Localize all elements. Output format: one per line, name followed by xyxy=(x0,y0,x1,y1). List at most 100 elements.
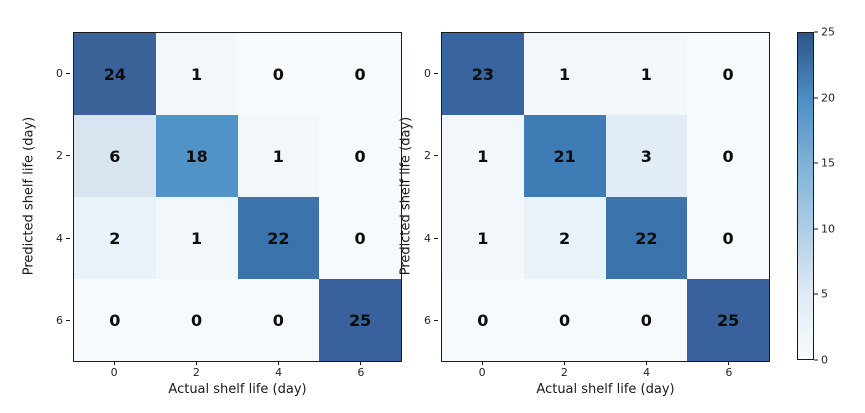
heatmap-cell: 24 xyxy=(74,33,156,115)
colorbar-tick: 10 xyxy=(814,223,835,234)
heatmap-cell: 3 xyxy=(605,115,688,197)
tick-mark xyxy=(434,155,438,157)
heatmap-grid-left: 24 1 0 0 6 18 1 0 2 1 22 0 0 0 0 25 xyxy=(74,33,401,361)
heatmap-cell: 2 xyxy=(523,197,606,279)
tick-label: 0 xyxy=(56,66,63,80)
heatmap-cell: 0 xyxy=(237,33,320,115)
tick-label: 6 xyxy=(357,366,365,379)
x-tick: 2 xyxy=(155,361,237,378)
tick-label: 2 xyxy=(56,149,63,163)
y-axis-ticks-right: 0 2 4 6 xyxy=(408,32,438,362)
tick-label: 4 xyxy=(56,231,63,245)
colorbar-tick-label: 15 xyxy=(821,156,835,170)
heatmap-cell: 0 xyxy=(319,115,401,197)
y-tick: 6 xyxy=(40,280,70,363)
heatmap-cell: 0 xyxy=(319,33,401,115)
tick-mark xyxy=(814,293,818,295)
tick-label: 6 xyxy=(725,366,733,379)
heatmap-cell: 1 xyxy=(155,197,238,279)
x-tick: 6 xyxy=(320,361,402,378)
heatmap-grid-right: 23 1 1 0 1 21 3 0 1 2 22 0 0 0 0 25 xyxy=(442,33,769,361)
heatmap-cell: 18 xyxy=(155,115,238,197)
y-tick: 4 xyxy=(408,197,438,280)
tick-mark xyxy=(814,97,818,99)
x-axis-label-left: Actual shelf life (day) xyxy=(168,382,307,397)
y-tick: 2 xyxy=(408,115,438,198)
heatmap-left: 24 1 0 0 6 18 1 0 2 1 22 0 0 0 0 25 xyxy=(73,32,402,362)
heatmap-cell: 0 xyxy=(319,197,401,279)
tick-mark xyxy=(728,361,730,365)
heatmap-cell: 0 xyxy=(155,279,238,361)
x-axis-label-right: Actual shelf life (day) xyxy=(536,382,675,397)
colorbar-tick-label: 0 xyxy=(821,353,828,367)
tick-mark xyxy=(481,361,483,365)
heatmap-cell: 25 xyxy=(687,279,769,361)
tick-mark xyxy=(434,320,438,322)
heatmap-cell: 25 xyxy=(319,279,401,361)
tick-mark xyxy=(434,72,438,74)
heatmap-right: 23 1 1 0 1 21 3 0 1 2 22 0 0 0 0 25 xyxy=(441,32,770,362)
y-tick: 2 xyxy=(40,115,70,198)
tick-mark xyxy=(360,361,362,365)
colorbar-ticks: 25 20 15 10 5 0 xyxy=(814,27,854,366)
y-tick: 4 xyxy=(40,197,70,280)
heatmap-cell: 0 xyxy=(605,279,688,361)
colorbar-tick: 25 xyxy=(814,27,835,38)
heatmap-cell: 21 xyxy=(523,115,606,197)
tick-label: 6 xyxy=(56,314,63,328)
x-tick: 4 xyxy=(606,361,688,378)
x-axis-ticks-left: 0 2 4 6 xyxy=(73,361,402,378)
tick-label: 2 xyxy=(192,366,200,379)
y-tick: 6 xyxy=(408,280,438,363)
tick-mark xyxy=(814,31,818,33)
tick-label: 2 xyxy=(560,366,568,379)
heatmap-cell: 0 xyxy=(74,279,156,361)
colorbar-tick-label: 20 xyxy=(821,91,835,105)
x-tick: 0 xyxy=(73,361,155,378)
heatmap-cell: 1 xyxy=(237,115,320,197)
colorbar-tick: 5 xyxy=(814,289,828,300)
y-axis-label-left: Predicted shelf life (day) xyxy=(21,116,37,276)
heatmap-cell: 1 xyxy=(442,115,524,197)
colorbar-tick-label: 5 xyxy=(821,287,828,301)
tick-label: 6 xyxy=(424,314,431,328)
tick-mark xyxy=(278,361,280,365)
tick-mark xyxy=(195,361,197,365)
tick-mark xyxy=(814,162,818,164)
tick-label: 4 xyxy=(643,366,651,379)
heatmap-cell: 1 xyxy=(442,197,524,279)
colorbar-tick: 20 xyxy=(814,92,835,103)
tick-mark xyxy=(66,320,70,322)
heatmap-cell: 22 xyxy=(605,197,688,279)
tick-mark xyxy=(646,361,648,365)
heatmap-cell: 0 xyxy=(687,33,769,115)
heatmap-cell: 1 xyxy=(605,33,688,115)
x-tick: 0 xyxy=(441,361,523,378)
heatmap-cell: 0 xyxy=(523,279,606,361)
tick-mark xyxy=(814,359,818,361)
heatmap-cell: 0 xyxy=(687,197,769,279)
tick-mark xyxy=(814,228,818,230)
colorbar-tick-label: 25 xyxy=(821,25,835,39)
tick-mark xyxy=(434,237,438,239)
heatmap-cell: 0 xyxy=(687,115,769,197)
tick-mark xyxy=(66,155,70,157)
tick-mark xyxy=(113,361,115,365)
tick-label: 4 xyxy=(275,366,283,379)
heatmap-cell: 6 xyxy=(74,115,156,197)
tick-mark xyxy=(66,72,70,74)
y-tick: 0 xyxy=(408,32,438,115)
tick-label: 0 xyxy=(424,66,431,80)
x-axis-ticks-right: 0 2 4 6 xyxy=(441,361,770,378)
tick-mark xyxy=(66,237,70,239)
colorbar-tick: 15 xyxy=(814,158,835,169)
heatmap-cell: 2 xyxy=(74,197,156,279)
heatmap-cell: 0 xyxy=(442,279,524,361)
heatmap-cell: 22 xyxy=(237,197,320,279)
x-tick: 2 xyxy=(523,361,605,378)
tick-label: 2 xyxy=(424,149,431,163)
x-tick: 4 xyxy=(238,361,320,378)
tick-label: 0 xyxy=(478,366,486,379)
colorbar-tick-label: 10 xyxy=(821,222,835,236)
x-tick: 6 xyxy=(688,361,770,378)
